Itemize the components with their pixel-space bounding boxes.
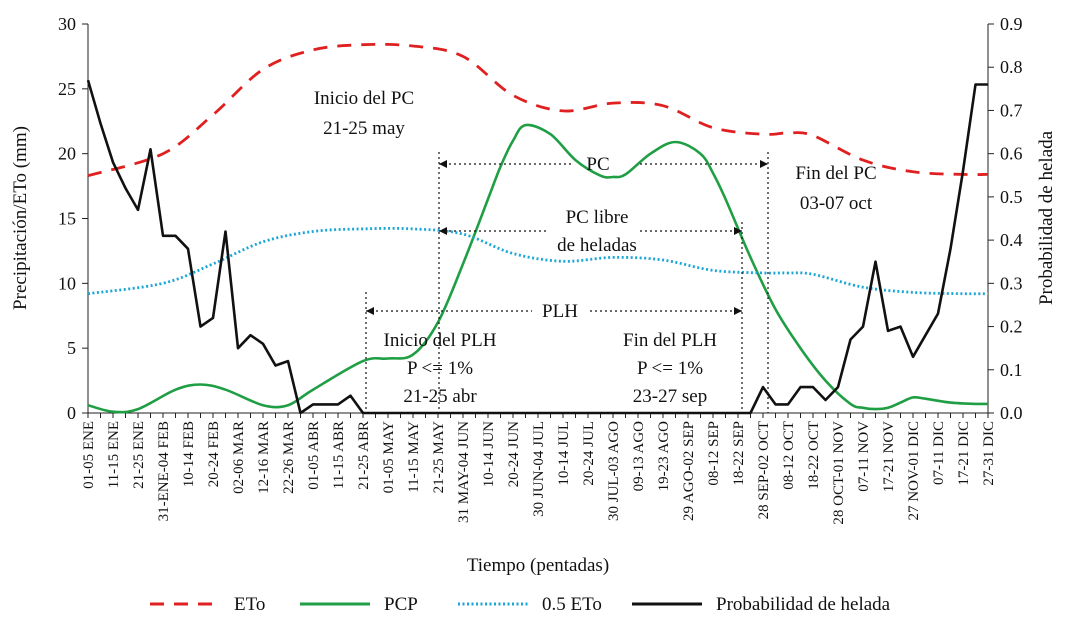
x-tick-label: 31 MAY-04 JUN [456,421,472,523]
y2-tick-label: 0.3 [1000,273,1023,293]
x-tick-label: 20-24 JUN [506,421,522,487]
y-tick-label: 0 [67,403,76,423]
series-line-probabilidad-de-helada [86,79,988,415]
x-tick-label: 21-25 ENE [131,421,147,489]
x-tick-label: 01-05 ENE [81,421,97,489]
x-tick-label: 01-05 MAY [381,421,397,494]
pc-label: PC [586,154,609,175]
x-tick-label: 21-25 ABR [356,421,372,490]
x-tick-label: 28 OCT-01 NOV [831,421,847,525]
pc-arrow-left-head [439,160,447,168]
x-tick-label: 27 NOV-01 DIC [906,421,922,520]
x-tick-label: 11-15 MAY [406,421,422,493]
fin-plh-label-line3: 23-27 sep [633,386,707,407]
plh-arrow-right-head [734,307,742,315]
x-tick-label: 11-15 ABR [331,421,347,489]
x-tick-label: 02-06 MAR [231,421,247,494]
x-tick-label: 08-12 SEP [706,421,722,486]
pc-libre-label-line1: PC libre [566,207,629,228]
x-tick-label: 27-31 DIC [981,421,997,486]
x-tick-label: 17-21 NOV [881,421,897,492]
x-tick-label: 18-22 OCT [806,421,822,490]
y-tick-label: 25 [58,79,76,99]
y2-tick-label: 0.0 [1000,403,1023,423]
fin-pc-label-line1: Fin del PC [795,163,876,184]
x-tick-label: 09-13 AGO [631,421,647,492]
y2-tick-label: 0.8 [1000,57,1023,77]
x-tick-label: 10-14 FEB [181,421,197,487]
series-line-0-5-eto [87,226,989,296]
x-tick-label: 08-12 OCT [781,421,797,490]
x-tick-label: 17-21 DIC [956,421,972,486]
inicio-pc-label-line2: 21-25 may [323,118,405,139]
y2-tick-label: 0.9 [1000,14,1023,34]
y2-tick-label: 0.4 [1000,230,1023,250]
y-tick-label: 20 [58,144,76,164]
x-axis-title: Tiempo (pentadas) [467,555,609,576]
pc-libre-label-line2: de heladas [557,235,637,256]
x-tick-label: 10-14 JUN [481,421,497,487]
fin-plh-label-line1: Fin del PLH [623,330,717,351]
y2-tick-label: 0.7 [1000,100,1023,120]
axes-group: 0 5 10 15 20 25 30 0.0 0.1 0.2 0.3 0.4 0.5 0.6 0.7 0.8 0… [58,14,1023,525]
pc-arrow-right-head [760,160,768,168]
x-tick-label: 30 JUL-03 AGO [606,421,622,521]
y-tick-label: 10 [58,273,76,293]
x-tick-label: 07-11 DIC [931,421,947,485]
x-tick-label: 28 SEP-02 OCT [756,421,772,519]
legend-label-pcp: PCP [384,594,418,615]
fin-pc-label-line2: 03-07 oct [800,193,873,214]
y2-tick-label: 0.1 [1000,360,1023,380]
x-tick-label: 31-ENE-04 FEB [156,421,172,521]
inicio-plh-label-line3: 21-25 abr [403,386,477,407]
pc-libre-arrow-left-head [439,227,447,235]
inicio-plh-label-line2: P <= 1% [407,358,473,379]
y2-axis-title: Probabilidad de helada [1036,130,1057,305]
series-line-pcp [87,123,989,414]
x-tick-label: 21-25 MAY [431,421,447,494]
x-tick-label: 19-23 AGO [656,421,672,492]
legend-label-frost: Probabilidad de helada [716,594,891,615]
inicio-plh-label-line1: Inicio del PLH [384,330,497,351]
y-tick-label: 5 [67,338,76,358]
x-tick-label: 01-05 ABR [306,421,322,490]
legend-label-eto: ETo [234,594,265,615]
x-tick-label: 10-14 JUL [556,421,572,486]
y2-tick-label: 0.6 [1000,144,1023,164]
legend-label-half-eto: 0.5 ETo [542,594,602,615]
x-tick-label: 18-22 SEP [731,421,747,486]
x-tick-label: 22-26 MAR [281,421,297,494]
y2-tick-label: 0.2 [1000,317,1023,337]
plh-label: PLH [542,301,578,322]
legend: ETo PCP 0.5 ETo Probabilidad de helada [150,594,891,615]
x-tick-label: 20-24 FEB [206,421,222,487]
y2-tick-label: 0.5 [1000,187,1023,207]
inicio-pc-label-line1: Inicio del PC [314,88,414,109]
x-tick-label: 11-15 ENE [106,421,122,488]
x-tick-label: 07-11 NOV [856,421,872,492]
fin-plh-label-line2: P <= 1% [637,358,703,379]
pc-libre-arrow-right-head [734,227,742,235]
x-tick-label: 12-16 MAR [256,421,272,494]
plh-arrow-left-head [366,307,374,315]
series-lines [86,42,989,415]
x-tick-label: 20-24 JUL [581,421,597,486]
x-tick-label: 29 AGO-02 SEP [681,421,697,521]
x-tick-label: 30 JUN-04 JUL [531,421,547,517]
y-tick-label: 15 [58,209,76,229]
annotations-group: PC PC libre de heladas PLH Inicio del PC 21-2… [314,88,877,413]
y-axis-title: Precipitación/ETo (mm) [10,126,31,310]
y-tick-label: 30 [58,14,76,34]
